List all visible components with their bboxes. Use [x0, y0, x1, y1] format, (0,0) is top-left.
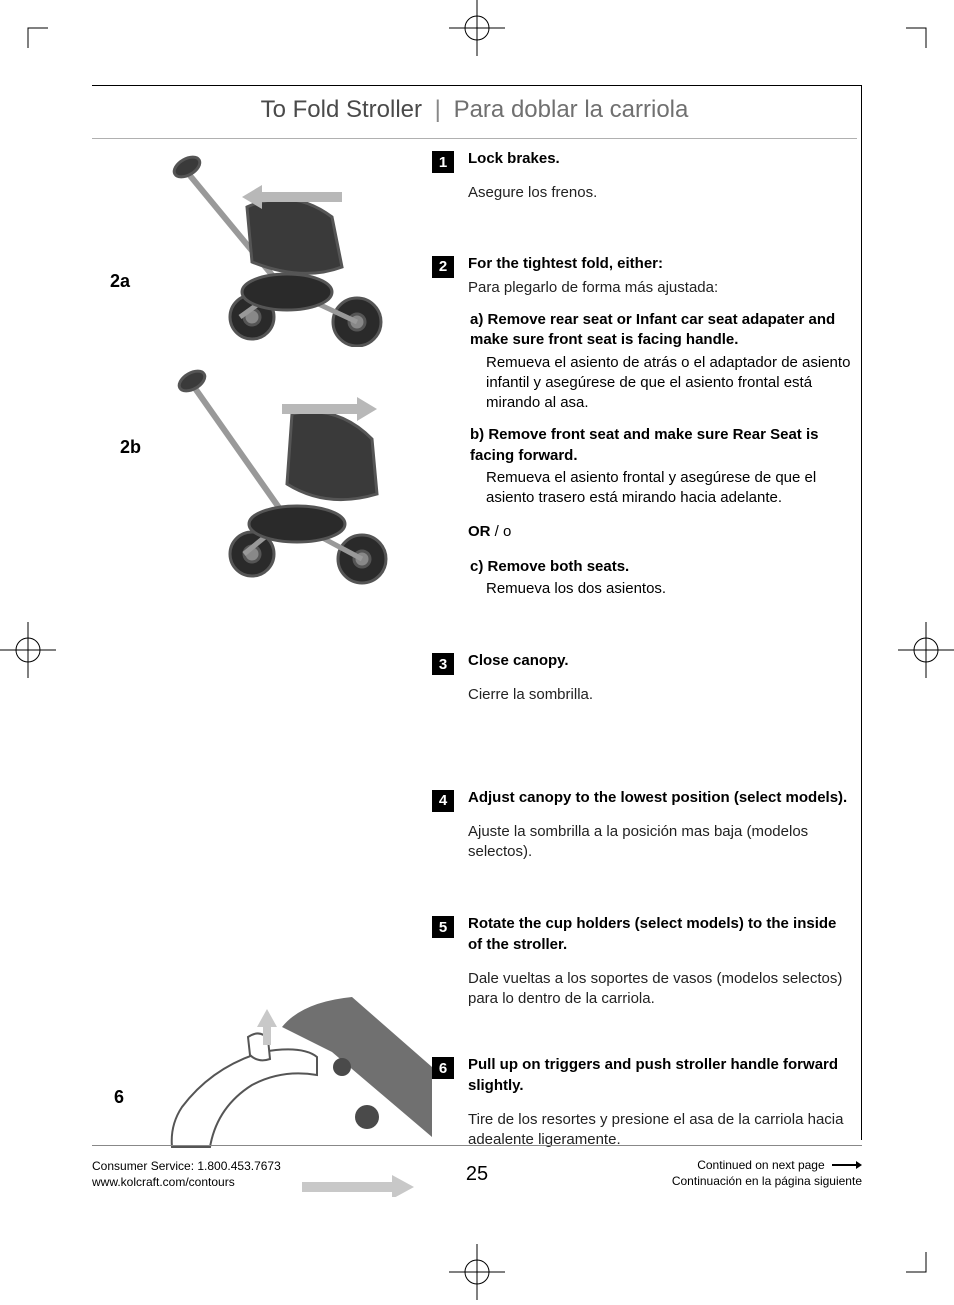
step-3: 3 Close canopy. Cierre la sombrilla.: [432, 651, 853, 706]
step-badge-2: 2: [432, 256, 454, 278]
substep-en: Remove rear seat or Infant car seat adap…: [470, 311, 835, 348]
crop-mark-tl: [8, 8, 48, 48]
heading-en: To Fold Stroller: [261, 96, 422, 123]
continued-es: Continuación en la página siguiente: [672, 1174, 862, 1190]
step-text-en: Close canopy.: [468, 651, 853, 671]
crop-mark-tr: [906, 8, 946, 48]
step-body-1: Lock brakes. Asegure los frenos.: [468, 149, 853, 204]
right-column: 1 Lock brakes. Asegure los frenos. 2 For the…: [432, 139, 861, 1139]
step-body-4: Adjust canopy to the lowest position (se…: [468, 788, 853, 863]
substep-en: Remove front seat and make sure Rear Sea…: [470, 426, 818, 463]
step-1: 1 Lock brakes. Asegure los frenos.: [432, 149, 853, 204]
step-4: 4 Adjust canopy to the lowest position (s…: [432, 788, 853, 863]
illus-label-6: 6: [114, 1087, 124, 1108]
step-text-en: Pull up on triggers and push stroller ha…: [468, 1055, 853, 1096]
substep-label: b): [470, 426, 488, 443]
registration-right: [898, 622, 954, 678]
registration-top: [449, 0, 505, 56]
heading-es: Para doblar la carriola: [454, 96, 689, 123]
substep: b) Remove front seat and make sure Rear …: [468, 425, 853, 508]
illus-label-2b: 2b: [120, 437, 141, 458]
page-frame: To Fold Stroller | Para doblar la carrio…: [92, 85, 862, 1140]
step-text-es: Asegure los frenos.: [468, 183, 853, 203]
stroller-illustration-2b: [152, 369, 422, 589]
step-text-es: Dale vueltas a los soportes de vasos (mo…: [468, 969, 853, 1010]
section-heading: To Fold Stroller | Para doblar la carrio…: [92, 86, 857, 139]
continued-en: Continued on next page: [697, 1158, 824, 1172]
step-text-en: Rotate the cup holders (select models) t…: [468, 914, 853, 955]
step-text-es: Para plegarlo de forma más ajustada:: [468, 278, 853, 298]
step-badge-5: 5: [432, 916, 454, 938]
illus-label-2a: 2a: [110, 271, 130, 292]
step-body-3: Close canopy. Cierre la sombrilla.: [468, 651, 853, 706]
substep-label: a): [470, 311, 488, 328]
step-body-6: Pull up on triggers and push stroller ha…: [468, 1055, 853, 1150]
step-text-en: Lock brakes.: [468, 149, 853, 169]
substep-en: Remove both seats.: [488, 558, 630, 575]
stroller-illustration-2a: [132, 147, 422, 347]
or-separator: OR / o: [468, 522, 853, 542]
footer-right: Continued on next page Continuación en l…: [672, 1155, 862, 1189]
step-badge-6: 6: [432, 1057, 454, 1079]
step-badge-1: 1: [432, 151, 454, 173]
step-6: 6 Pull up on triggers and push stroller h…: [432, 1055, 853, 1150]
arrow-icon: [832, 1156, 862, 1172]
step-body-5: Rotate the cup holders (select models) t…: [468, 914, 853, 1009]
substep: a) Remove rear seat or Infant car seat a…: [468, 310, 853, 413]
registration-left: [0, 622, 56, 678]
step-5: 5 Rotate the cup holders (select models) …: [432, 914, 853, 1009]
step-body-2: For the tightest fold, either: Para plega…: [468, 254, 853, 600]
step-text-es: Ajuste la sombrilla a la posición mas ba…: [468, 822, 853, 863]
step-text-en: For the tightest fold, either:: [468, 254, 853, 274]
substep: c) Remove both seats. Remueva los dos asi…: [468, 557, 853, 600]
step-2: 2 For the tightest fold, either: Para pleg…: [432, 254, 853, 600]
left-column: 2a: [92, 139, 432, 1139]
substep-es: Remueva el asiento de atrás o el adaptad…: [470, 353, 853, 414]
heading-sep: |: [435, 96, 441, 123]
registration-bottom: [449, 1244, 505, 1300]
substep-label: c): [470, 558, 488, 575]
substep-es: Remueva el asiento frontal y asegúrese d…: [470, 468, 853, 509]
step-text-es: Cierre la sombrilla.: [468, 685, 853, 705]
step-badge-4: 4: [432, 790, 454, 812]
step-text-en: Adjust canopy to the lowest position (se…: [468, 788, 853, 808]
crop-mark-br: [906, 1252, 946, 1292]
substep-es: Remueva los dos asientos.: [470, 579, 853, 599]
step-badge-3: 3: [432, 653, 454, 675]
columns: 2a: [92, 139, 861, 1139]
